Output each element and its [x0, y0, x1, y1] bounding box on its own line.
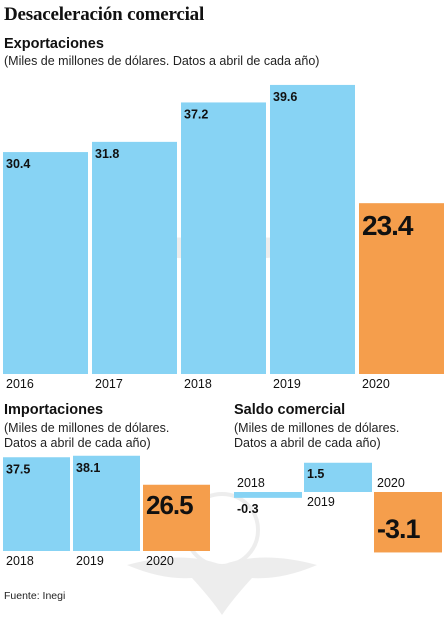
- exports-tick-label-2016: 2016: [6, 377, 34, 391]
- balance-title: Saldo comercial: [234, 402, 346, 418]
- imports-tick-label-2020: 2020: [146, 554, 174, 568]
- balance-tick-label-2018: 2018: [237, 476, 265, 490]
- exports-tick-label-2017: 2017: [95, 377, 123, 391]
- balance-bar-2020: [374, 492, 442, 553]
- exports-tick-label-2020: 2020: [362, 377, 390, 391]
- exports-bar-2016: [3, 152, 88, 374]
- imports-bar-2020: [143, 484, 210, 551]
- imports-tick-label-2018: 2018: [6, 554, 34, 568]
- imports-bar-2019: [73, 455, 140, 551]
- balance-subtitle-line-2: Datos a abril de cada año): [234, 436, 381, 450]
- exports-value-label-2016: 30.4: [6, 157, 30, 171]
- imports-value-label-2018: 37.5: [6, 462, 30, 476]
- exports-bar-2018: [181, 102, 266, 374]
- exports-bar-2019: [270, 84, 355, 375]
- exports-bar-2020: [359, 203, 444, 374]
- exports-value-label-2020: 23.4: [362, 210, 414, 241]
- exports-tick-label-2019: 2019: [273, 377, 301, 391]
- imports-value-label-2020: 26.5: [146, 490, 193, 520]
- exports-value-label-2017: 31.8: [95, 147, 119, 161]
- imports-bar-2018: [3, 457, 70, 551]
- exports-tick-label-2018: 2018: [184, 377, 212, 391]
- balance-tick-label-2020: 2020: [377, 476, 405, 490]
- main-title: Desaceleración comercial: [4, 4, 205, 25]
- exports-value-label-2018: 37.2: [184, 107, 208, 121]
- balance-value-label-2018: -0.3: [237, 502, 259, 516]
- balance-value-label-2020: -3.1: [377, 514, 421, 544]
- balance-bar-2018: [234, 492, 302, 498]
- exports-subtitle: (Miles de millones de dólares. Datos a a…: [4, 54, 320, 68]
- balance-value-label-2019: 1.5: [307, 467, 324, 481]
- balance-bar-2019: [304, 462, 372, 492]
- exports-value-label-2019: 39.6: [273, 90, 297, 104]
- balance-tick-label-2019: 2019: [307, 495, 335, 509]
- imports-value-label-2019: 38.1: [76, 461, 100, 475]
- exports-title: Exportaciones: [4, 36, 104, 52]
- balance-subtitle-line-1: (Miles de millones de dólares.: [234, 421, 400, 435]
- imports-title: Importaciones: [4, 402, 104, 418]
- imports-subtitle-line-1: (Miles de millones de dólares.: [4, 421, 170, 435]
- imports-tick-label-2019: 2019: [76, 554, 104, 568]
- exports-bar-2017: [92, 141, 177, 374]
- imports-subtitle-line-2: Datos a abril de cada año): [4, 436, 151, 450]
- source-note: Fuente: Inegi: [4, 590, 66, 602]
